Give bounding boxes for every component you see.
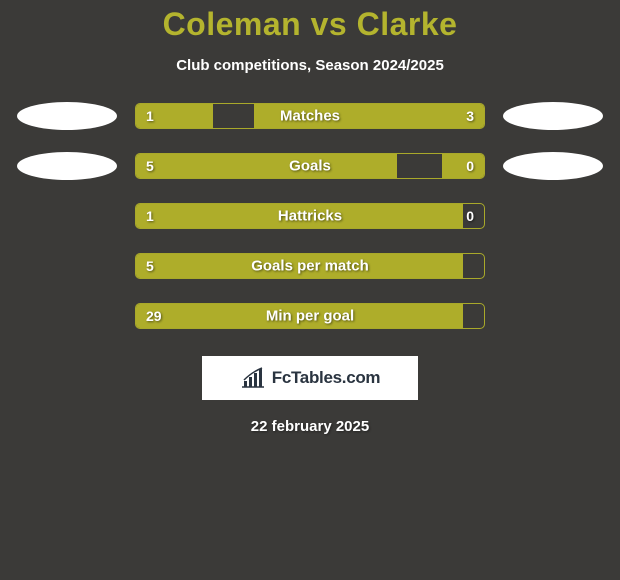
bar-fill-left (136, 154, 397, 178)
logo-text: FcTables.com (272, 368, 381, 388)
stat-value-right: 3 (466, 108, 474, 124)
player2-name: Clarke (357, 6, 458, 42)
subtitle: Club competitions, Season 2024/2025 (176, 57, 444, 74)
stat-value-left: 5 (146, 158, 154, 174)
stat-bar: 1 0 Hattricks (135, 203, 485, 229)
player2-badge (503, 152, 603, 180)
stat-row: 1 0 Hattricks (17, 202, 603, 230)
stat-value-left: 5 (146, 258, 154, 274)
bars-icon (240, 367, 266, 389)
logo-badge: FcTables.com (202, 356, 418, 400)
stat-bar: 1 3 Matches (135, 103, 485, 129)
stat-label: Min per goal (266, 308, 354, 325)
stat-label: Goals per match (251, 258, 369, 275)
stat-value-left: 29 (146, 308, 162, 324)
stat-bar: 5 0 Goals (135, 153, 485, 179)
stat-value-left: 1 (146, 208, 154, 224)
stat-value-right: 0 (466, 208, 474, 224)
stat-label: Matches (280, 108, 340, 125)
stat-value-left: 1 (146, 108, 154, 124)
stat-value-right: 0 (466, 158, 474, 174)
player1-badge (17, 102, 117, 130)
bar-fill-right (442, 154, 484, 178)
date-text: 22 february 2025 (251, 418, 369, 435)
page-title: Coleman vs Clarke (163, 6, 458, 43)
player1-name: Coleman (163, 6, 302, 42)
stat-label: Goals (289, 158, 331, 175)
stat-row: 1 3 Matches (17, 102, 603, 130)
stat-row: 5 0 Goals (17, 152, 603, 180)
stat-bar: 29 Min per goal (135, 303, 485, 329)
player1-badge (17, 152, 117, 180)
player2-badge (503, 102, 603, 130)
stat-label: Hattricks (278, 208, 342, 225)
stat-row: 5 Goals per match (17, 252, 603, 280)
stat-bar: 5 Goals per match (135, 253, 485, 279)
vs-text: vs (311, 6, 348, 42)
stat-row: 29 Min per goal (17, 302, 603, 330)
